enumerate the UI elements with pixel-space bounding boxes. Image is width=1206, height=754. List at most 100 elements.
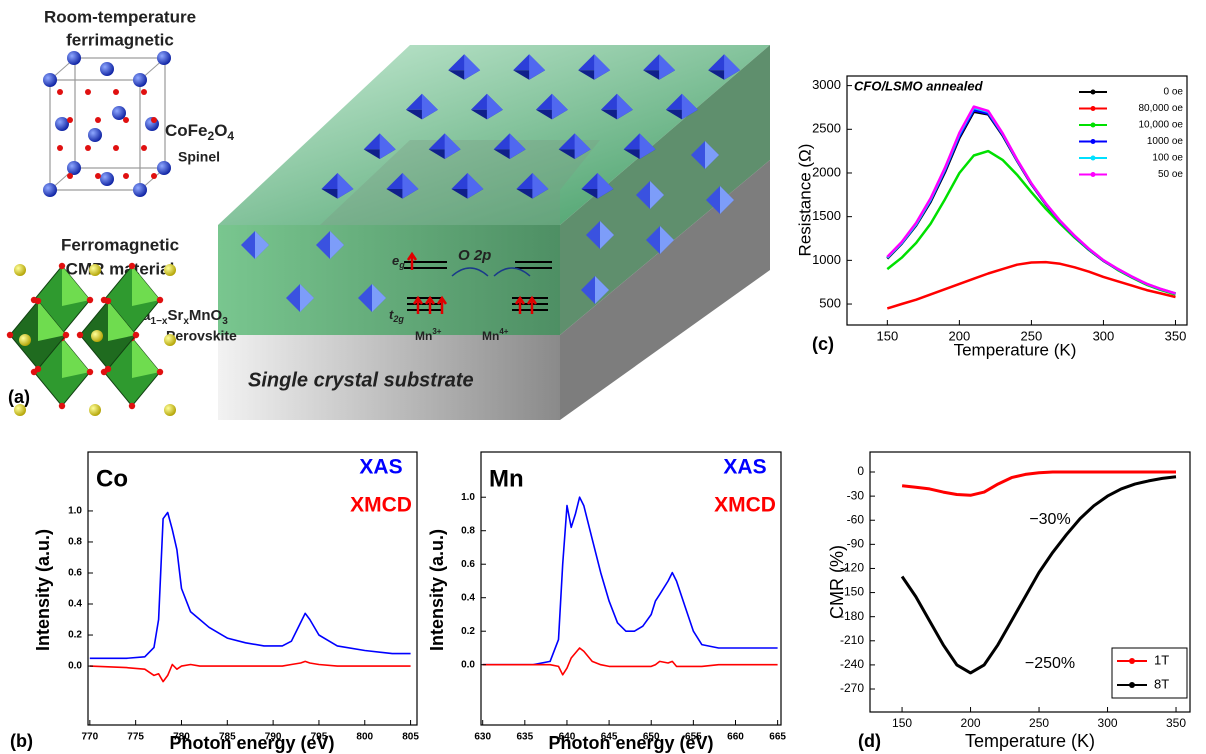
level-main: e xyxy=(392,253,399,268)
x-tick-label: 630 xyxy=(474,732,491,743)
atom xyxy=(67,51,81,65)
atom xyxy=(43,183,57,197)
series-line xyxy=(887,151,1175,294)
x-tick-label: 350 xyxy=(1166,716,1186,730)
y-tick-label: 0.8 xyxy=(68,537,82,548)
atom xyxy=(85,145,91,151)
atom xyxy=(88,128,102,142)
panel-label: (c) xyxy=(812,334,834,354)
formula-part: CoFe xyxy=(165,121,208,140)
atom xyxy=(123,117,129,123)
x-axis-label: Photon energy (eV) xyxy=(169,733,334,753)
caption: Room-temperature xyxy=(44,7,196,26)
x-tick-label: 300 xyxy=(1098,716,1118,730)
formula-part: O xyxy=(214,121,227,140)
y-tick-label: 2000 xyxy=(812,164,841,179)
legend-label: XMCD xyxy=(350,494,412,517)
atom xyxy=(151,117,157,123)
x-tick-label: 150 xyxy=(876,328,898,343)
series-line xyxy=(483,497,778,665)
atom xyxy=(77,332,83,338)
series-line xyxy=(902,477,1176,673)
formula-sub: 3 xyxy=(222,316,228,327)
y-axis-label: Intensity (a.u.) xyxy=(33,529,53,651)
y-tick-label: 3000 xyxy=(812,77,841,92)
atom xyxy=(43,73,57,87)
panel-label: (a) xyxy=(8,387,30,407)
atom xyxy=(57,145,63,151)
atom xyxy=(91,330,103,342)
level-sub: 2g xyxy=(392,314,404,324)
y-tick-label: 1500 xyxy=(812,208,841,223)
x-tick-label: 660 xyxy=(727,732,744,743)
y-tick-label: 0.2 xyxy=(68,630,82,641)
y-tick-label: -270 xyxy=(840,681,864,695)
legend-marker xyxy=(1091,156,1096,161)
atom xyxy=(157,51,171,65)
y-tick-label: 0.4 xyxy=(68,599,82,610)
legend-label: XMCD xyxy=(714,494,776,517)
y-tick-label: 1.0 xyxy=(68,506,82,517)
y-tick-label: -210 xyxy=(840,633,864,647)
formula: CoFe2O4 xyxy=(165,121,234,143)
y-tick-label: 0.6 xyxy=(68,568,82,579)
legend-label: 10,000 oe xyxy=(1139,120,1184,131)
y-tick-label: -90 xyxy=(847,537,865,551)
legend-marker xyxy=(1091,90,1096,95)
y-axis-label: CMR (%) xyxy=(827,545,847,619)
panel-label: (d) xyxy=(858,731,881,751)
atom xyxy=(123,173,129,179)
atom xyxy=(164,264,176,276)
x-tick-label: 775 xyxy=(127,732,144,743)
annotation: Co xyxy=(96,465,128,492)
atom xyxy=(105,298,111,304)
legend-label: XAS xyxy=(359,456,402,479)
substrate-label: Single crystal substrate xyxy=(248,369,474,391)
atom xyxy=(157,369,163,375)
x-tick-label: 800 xyxy=(356,732,373,743)
y-tick-label: 500 xyxy=(819,295,841,310)
atom xyxy=(105,366,111,372)
annotation: −250% xyxy=(1025,655,1075,672)
atom xyxy=(89,264,101,276)
y-tick-label: 0.0 xyxy=(68,661,82,672)
atom xyxy=(157,297,163,303)
atom xyxy=(35,298,41,304)
legend-marker xyxy=(1129,658,1135,664)
perovskite-structure xyxy=(7,263,176,416)
legend-marker xyxy=(1129,682,1135,688)
y-tick-label: 0.4 xyxy=(461,592,475,603)
y-tick-label: 0 xyxy=(857,464,864,478)
atom xyxy=(14,264,26,276)
panel-label: (b) xyxy=(10,731,33,751)
ion-charge: 3+ xyxy=(432,327,441,336)
atom xyxy=(164,334,176,346)
series-line xyxy=(887,107,1175,294)
y-tick-label: 0.0 xyxy=(461,659,475,670)
atom xyxy=(133,332,139,338)
atom xyxy=(57,89,63,95)
atom xyxy=(85,89,91,95)
legend-label: 50 oe xyxy=(1158,169,1183,180)
y-tick-label: -240 xyxy=(840,657,864,671)
y-tick-label: 2500 xyxy=(812,121,841,136)
atom xyxy=(133,73,147,87)
legend-label: 1000 oe xyxy=(1147,136,1184,147)
legend-label: 100 oe xyxy=(1152,153,1183,164)
atom xyxy=(157,161,171,175)
x-axis-label: Temperature (K) xyxy=(965,731,1095,751)
x-tick-label: 300 xyxy=(1093,328,1115,343)
x-axis-label: Temperature (K) xyxy=(954,340,1077,359)
figure: Room-temperature ferrimagnetic CoFe2O4 S… xyxy=(0,0,1206,754)
x-tick-label: 635 xyxy=(516,732,533,743)
atom xyxy=(100,62,114,76)
level-sub: g xyxy=(398,260,405,270)
x-tick-label: 665 xyxy=(769,732,786,743)
caption: ferrimagnetic xyxy=(66,30,174,49)
chart-title: CFO/LSMO annealed xyxy=(854,78,984,93)
x-tick-label: 805 xyxy=(402,732,419,743)
y-tick-label: 1000 xyxy=(812,252,841,267)
ion-charge: 4+ xyxy=(499,327,508,336)
atom xyxy=(63,332,69,338)
atom xyxy=(95,173,101,179)
